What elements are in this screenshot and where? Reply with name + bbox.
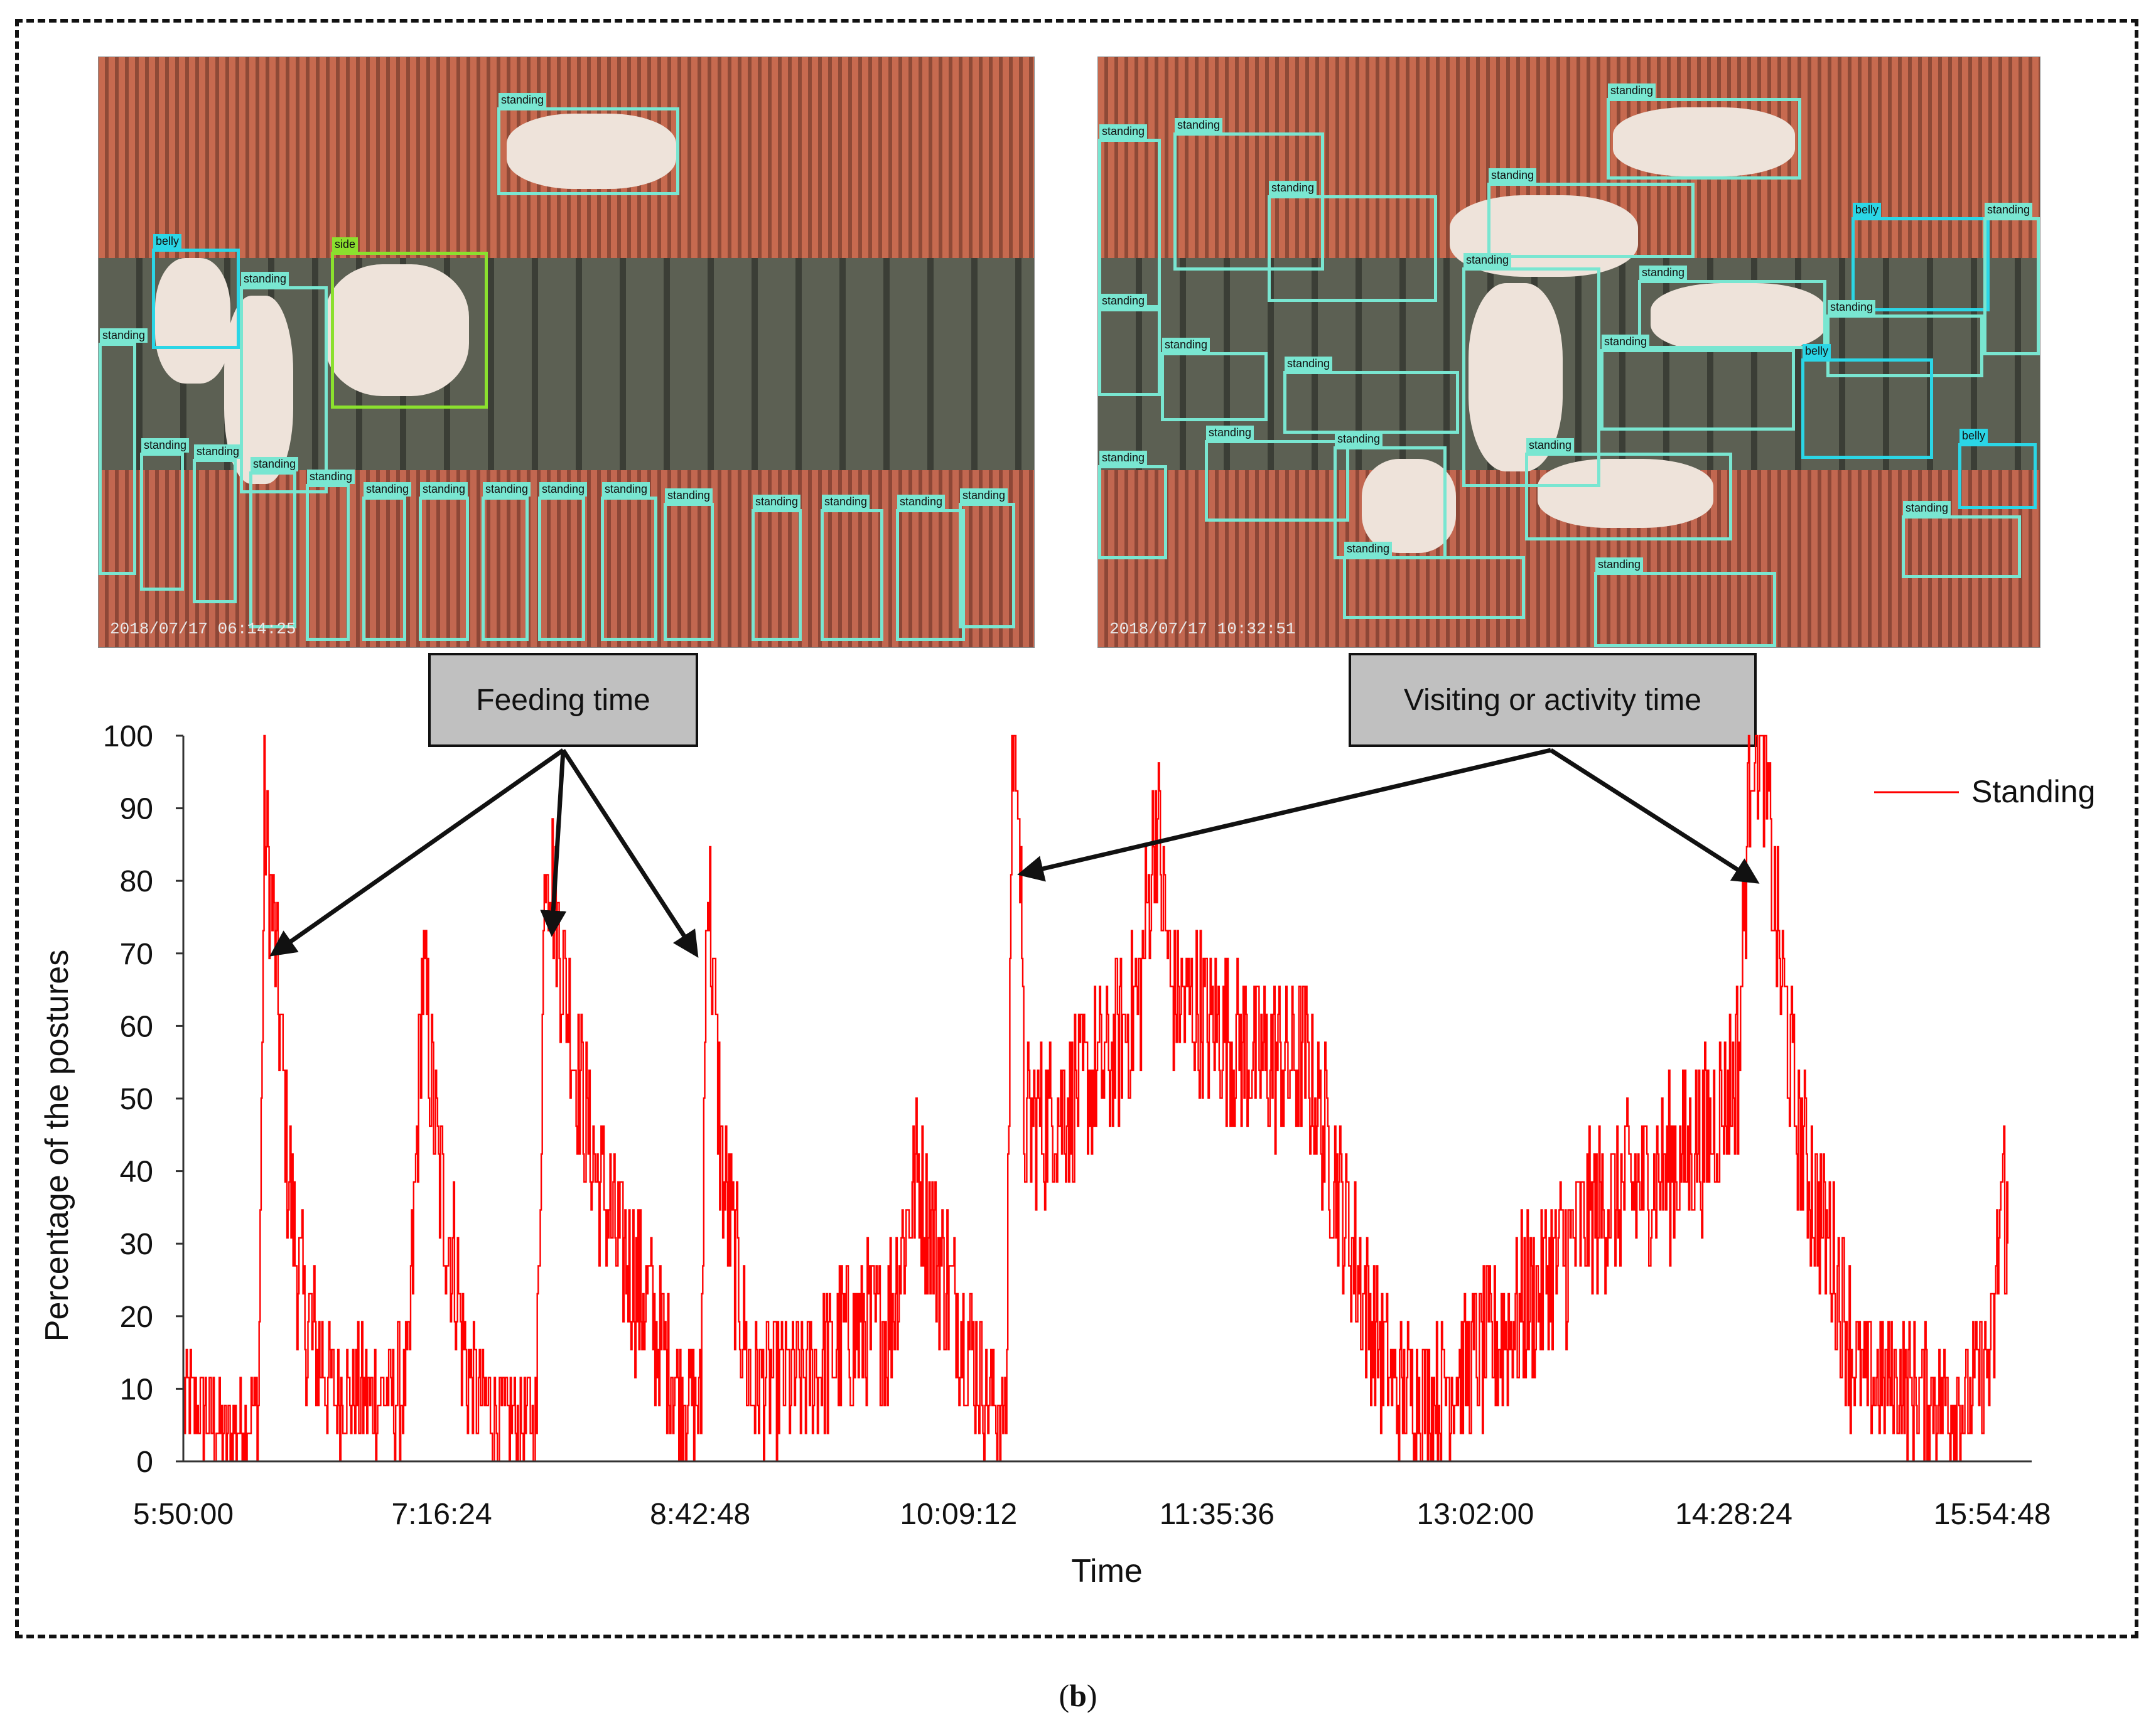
detection-box-standing: standing <box>1161 338 1268 421</box>
activity-time-arrow <box>1550 748 1760 884</box>
x-tick-label: 8:42:48 <box>650 1498 750 1531</box>
detection-box-standing: standing <box>664 488 714 641</box>
detection-box-standing: standing <box>1826 300 1983 377</box>
detection-box-standing: standing <box>362 482 412 641</box>
detection-box-belly: belly <box>1851 203 1990 311</box>
detection-box-standing: standing <box>1525 438 1732 540</box>
y-tick-label: 90 <box>120 793 153 826</box>
visiting-activity-callout: Visiting or activity time <box>1349 653 1757 747</box>
visiting-activity-label: Visiting or activity time <box>1404 683 1701 717</box>
detection-box-standing: standing <box>1268 181 1437 302</box>
detection-box-standing: standing <box>99 328 148 575</box>
detection-box-standing: standing <box>249 457 299 628</box>
detection-box-standing: standing <box>140 438 190 591</box>
detection-box-standing: standing <box>1343 542 1525 619</box>
feeding-time-arrow <box>540 750 567 937</box>
detection-box-standing: standing <box>821 495 883 641</box>
detection-box-standing: standing <box>497 93 679 195</box>
detection-box-standing: standing <box>601 482 657 641</box>
y-tick-label: 70 <box>120 938 153 971</box>
y-tick-label: 50 <box>120 1083 153 1116</box>
camera-timestamp: 2018/07/17 10:32:51 <box>1109 620 1296 638</box>
y-tick-label: 80 <box>120 865 153 898</box>
x-tick-label: 5:50:00 <box>133 1498 234 1531</box>
y-tick-label: 10 <box>120 1373 153 1406</box>
y-tick-label: 100 <box>103 720 153 753</box>
detection-box-standing: standing <box>538 482 588 641</box>
y-tick-label: 20 <box>120 1301 153 1334</box>
detection-box-belly: belly <box>152 234 240 349</box>
feeding-time-callout: Feeding time <box>428 653 698 747</box>
y-tick-label: 30 <box>120 1228 153 1261</box>
detection-box-standing: standing <box>1098 451 1167 559</box>
feeding-time-photo: standing belly side standing standing st… <box>98 56 1035 648</box>
figure-caption: (b) <box>1059 1678 1097 1713</box>
detection-box-standing: standing <box>240 272 328 493</box>
activity-time-photo: standing standing standing standing stan… <box>1097 56 2040 648</box>
detection-box-standing: standing <box>1487 168 1695 258</box>
caption-letter: b <box>1069 1678 1087 1713</box>
detection-box-standing: standing <box>752 495 802 641</box>
detection-box-standing: standing <box>896 495 965 641</box>
x-tick-label: 10:09:12 <box>900 1498 1017 1531</box>
camera-timestamp: 2018/07/17 06:14:25 <box>110 620 296 638</box>
detection-box-standing: standing <box>1098 294 1161 396</box>
detection-box-standing: standing <box>1462 253 1600 487</box>
detection-box-standing: standing <box>1607 83 1801 180</box>
detection-box-belly: belly <box>1801 344 1933 459</box>
activity-time-arrow <box>1017 748 1551 882</box>
y-tick-label: 40 <box>120 1156 153 1189</box>
detection-box-standing: standing <box>1205 426 1349 522</box>
dashed-figure-frame <box>15 19 2138 1638</box>
y-axis-title: Percentage of the postures <box>39 950 75 1341</box>
detection-box-standing: standing <box>1600 335 1795 431</box>
x-tick-label: 11:35:36 <box>1160 1498 1275 1531</box>
feeding-time-label: Feeding time <box>476 683 650 717</box>
feeding-time-arrow <box>561 749 699 958</box>
detection-box-standing: standing <box>959 488 1015 628</box>
legend-label: Standing <box>1971 774 2095 809</box>
x-tick-label: 13:02:00 <box>1417 1498 1534 1531</box>
detection-box-standing: standing <box>1638 266 1826 349</box>
y-tick-label: 0 <box>136 1446 153 1479</box>
x-axis-title: Time <box>1071 1553 1143 1589</box>
feeding-time-arrow <box>269 748 565 957</box>
detection-box-standing: standing <box>419 482 469 641</box>
detection-box-standing: standing <box>482 482 531 641</box>
detection-box-standing: standing <box>306 470 355 641</box>
x-tick-label: 15:54:48 <box>1934 1498 2051 1531</box>
detection-box-side: side <box>331 237 488 409</box>
detection-box-standing: standing <box>193 444 242 603</box>
x-tick-label: 14:28:24 <box>1675 1498 1792 1531</box>
detection-box-belly: belly <box>1958 429 2037 509</box>
y-tick-label: 60 <box>120 1010 153 1043</box>
x-tick-label: 7:16:24 <box>392 1498 492 1531</box>
detection-box-standing: standing <box>1902 501 2021 578</box>
detection-box-standing: standing <box>1173 118 1324 271</box>
detection-box-standing: standing <box>1983 203 2040 355</box>
detection-box-standing: standing <box>1594 557 1776 647</box>
standing-series-line <box>183 734 2009 1463</box>
